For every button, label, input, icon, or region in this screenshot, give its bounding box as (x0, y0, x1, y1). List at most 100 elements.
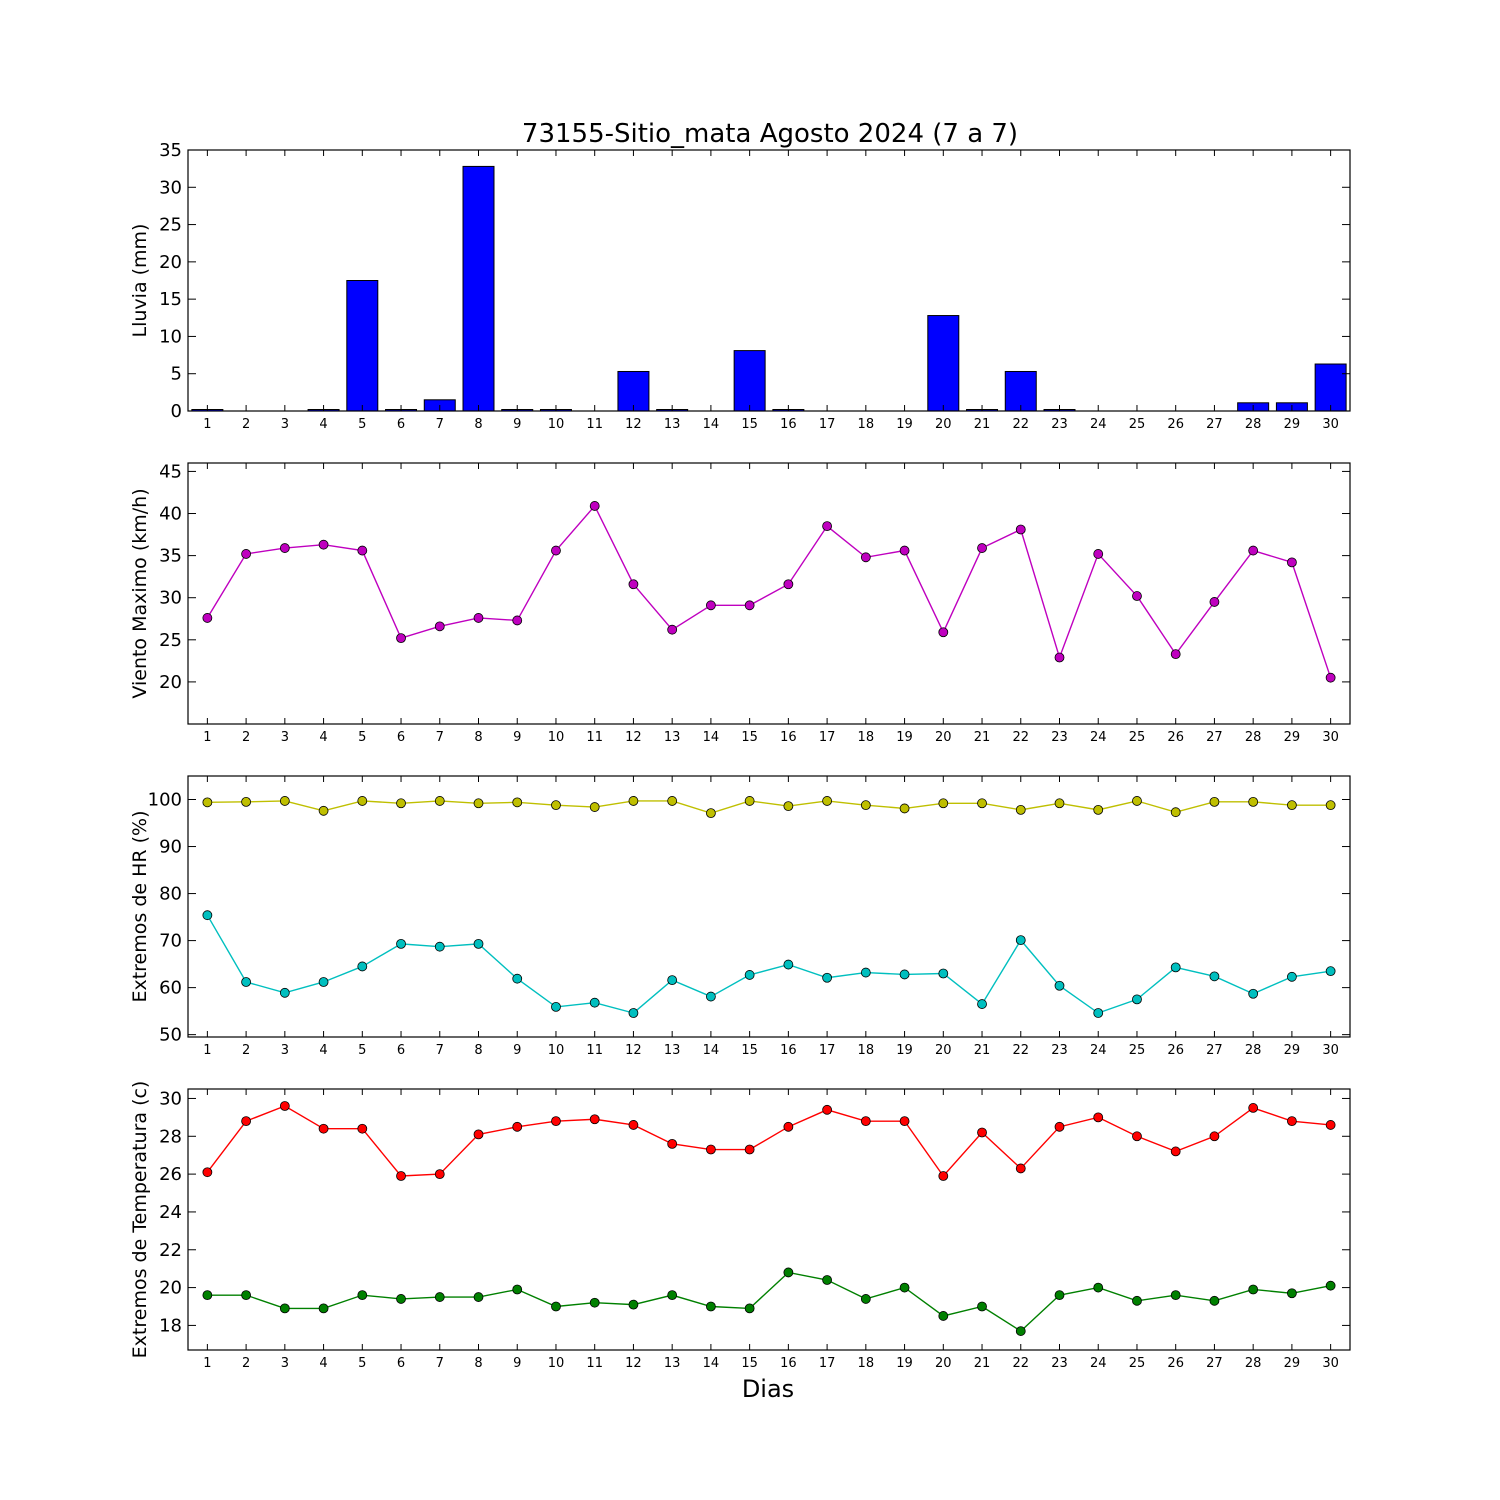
y-tick-label: 28 (159, 1126, 182, 1147)
y-tick-label: 30 (159, 1088, 182, 1109)
point-s1-day-5 (357, 796, 368, 806)
x-tick-label: 17 (819, 730, 836, 745)
x-tick-label: 26 (1167, 1043, 1184, 1058)
point-s1-day-9 (512, 615, 523, 626)
y-tick-label: 20 (159, 252, 182, 273)
point-s1-day-15 (744, 600, 755, 611)
point-s1-day-9 (512, 1121, 523, 1132)
x-tick-label: 7 (436, 1356, 444, 1371)
point-s2-day-28 (1248, 1284, 1259, 1295)
x-tick-label: 10 (548, 417, 565, 432)
point-s2-day-9 (512, 973, 523, 984)
point-s1-day-28 (1248, 545, 1259, 556)
x-tick-label: 12 (625, 417, 642, 432)
point-s1-day-18 (860, 552, 871, 563)
y-tick-label: 10 (159, 326, 182, 347)
x-tick-label: 21 (974, 417, 991, 432)
bar-day-30 (1314, 363, 1347, 412)
x-tick-label: 18 (858, 1356, 875, 1371)
x-tick-label: 20 (935, 417, 952, 432)
point-s2-day-11 (589, 1297, 600, 1308)
point-s1-day-24 (1093, 549, 1104, 559)
x-tick-label: 14 (703, 1356, 720, 1371)
x-tick-label: 12 (625, 730, 642, 745)
point-s1-day-16 (783, 579, 794, 590)
point-s2-day-24 (1093, 1008, 1104, 1018)
x-tick-label: 12 (625, 1043, 642, 1058)
point-s1-day-13 (667, 624, 678, 635)
point-s1-day-9 (512, 797, 523, 808)
x-tick-label: 22 (1012, 730, 1029, 745)
point-s2-day-5 (357, 1290, 368, 1301)
point-s1-day-7 (434, 1169, 445, 1180)
x-tick-label: 24 (1090, 417, 1107, 432)
point-s1-day-23 (1054, 798, 1065, 809)
point-s2-day-26 (1170, 1290, 1181, 1301)
point-s1-day-11 (589, 501, 600, 511)
y-tick-label: 22 (159, 1240, 182, 1261)
x-tick-label: 2 (242, 730, 250, 745)
point-s1-day-1 (202, 797, 213, 808)
x-tick-label: 19 (896, 730, 913, 745)
x-tick-label: 11 (586, 730, 603, 745)
x-tick-label: 7 (436, 417, 444, 432)
point-s1-day-11 (589, 802, 600, 812)
x-tick-label: 18 (858, 730, 875, 745)
series-line-1 (206, 1105, 1331, 1178)
x-tick-label: 15 (741, 730, 758, 745)
x-tick-label: 6 (397, 1043, 405, 1058)
x-tick-label: 26 (1167, 1356, 1184, 1371)
point-s2-day-19 (899, 969, 910, 980)
point-s2-day-8 (473, 1292, 484, 1302)
point-s1-day-29 (1287, 557, 1297, 568)
x-tick-label: 17 (819, 1356, 836, 1371)
x-tick-label: 29 (1284, 417, 1301, 432)
point-s1-day-27 (1209, 1131, 1220, 1142)
x-tick-label: 4 (319, 1043, 327, 1058)
point-s2-day-15 (744, 1303, 755, 1314)
x-tick-label: 9 (513, 1356, 521, 1371)
y-tick-label: 70 (159, 931, 182, 952)
y-tick-label: 20 (159, 1278, 182, 1299)
point-s1-day-6 (396, 633, 406, 644)
point-s1-day-30 (1325, 672, 1336, 683)
point-s2-day-27 (1209, 1295, 1220, 1306)
series-line-2 (206, 914, 1331, 1014)
panel-3: 1 2 3 4 5 6 7 8 9 10 11 12 13 14 15 16 17 18 19 20 21 22 23 24 2… (129, 775, 1351, 1058)
panel-1: 1 2 3 4 5 6 7 8 9 10 11 12 13 14 15 16 17 18 19 20 21 22 23 24 2… (129, 140, 1351, 432)
point-s1-day-13 (667, 1138, 678, 1149)
x-tick-label: 24 (1090, 1043, 1107, 1058)
chart-panels: 1 2 3 4 5 6 7 8 9 10 11 12 13 14 15 16 17 18 19 20 21 22 23 24 2… (129, 140, 1351, 1371)
point-s2-day-2 (241, 1290, 252, 1301)
x-tick-label: 10 (548, 730, 565, 745)
x-tick-label: 24 (1090, 730, 1107, 745)
x-tick-label: 3 (281, 417, 289, 432)
point-s2-day-21 (977, 1301, 987, 1312)
point-s1-day-14 (706, 1144, 716, 1155)
x-tick-label: 23 (1051, 1043, 1068, 1058)
point-s1-day-20 (938, 1171, 949, 1181)
x-tick-label: 15 (741, 1043, 758, 1058)
point-s2-day-17 (822, 972, 832, 983)
x-tick-label: 26 (1167, 417, 1184, 432)
point-s2-day-22 (1015, 935, 1026, 946)
x-tick-label: 30 (1322, 1356, 1339, 1371)
x-tick-label: 1 (203, 730, 211, 745)
point-s2-day-14 (706, 991, 716, 1002)
point-s1-day-10 (551, 800, 561, 811)
point-s1-day-25 (1132, 1131, 1142, 1142)
point-s1-day-20 (938, 798, 949, 809)
x-tick-label: 15 (741, 1356, 758, 1371)
point-s1-day-27 (1209, 597, 1220, 607)
point-s2-day-8 (473, 938, 484, 949)
point-s1-day-6 (396, 1171, 406, 1181)
point-s2-day-21 (977, 999, 987, 1009)
point-s2-day-7 (434, 1292, 445, 1302)
point-s1-day-12 (628, 1120, 639, 1130)
point-s2-day-20 (938, 968, 949, 979)
x-tick-label: 3 (281, 730, 289, 745)
point-s1-day-2 (241, 1116, 252, 1127)
point-s1-day-12 (628, 579, 639, 590)
point-s1-day-3 (279, 1101, 290, 1111)
x-tick-label: 5 (358, 1356, 366, 1371)
